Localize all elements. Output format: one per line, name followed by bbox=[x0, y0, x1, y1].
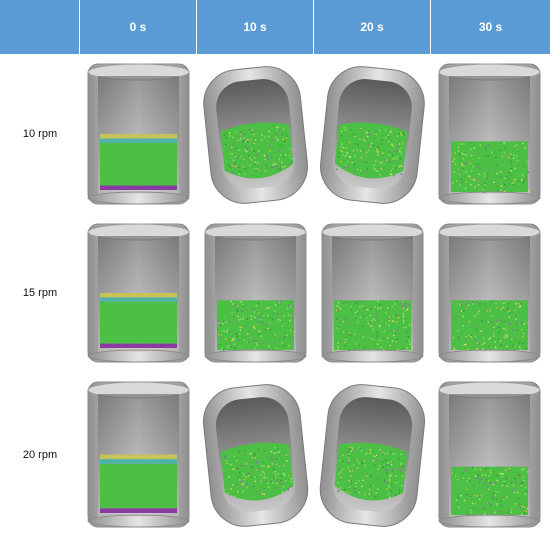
row-label-20rpm: 20 rpm bbox=[22, 448, 58, 461]
vessel-image-r2-c0 bbox=[80, 372, 197, 537]
vessel-image-r1-c1 bbox=[197, 214, 314, 372]
vessel-image-r2-c3 bbox=[431, 372, 548, 537]
vessel-image-r0-c2 bbox=[314, 54, 431, 214]
header-corner bbox=[0, 0, 80, 54]
vessel-image-r2-c1 bbox=[197, 372, 314, 537]
header-time-3: 30 s bbox=[431, 0, 550, 54]
vessel-image-r2-c2 bbox=[314, 372, 431, 537]
header-time-1: 10 s bbox=[197, 0, 314, 54]
vessel-image-r0-c1 bbox=[197, 54, 314, 214]
row-label-15rpm: 15 rpm bbox=[22, 287, 58, 299]
vessel-image-r1-c0 bbox=[80, 214, 197, 372]
header-time-0: 0 s bbox=[80, 0, 197, 54]
vessel-image-r1-c2 bbox=[314, 214, 431, 372]
vessel-image-r0-c0 bbox=[80, 54, 197, 214]
vessel-image-r0-c3 bbox=[431, 54, 548, 214]
vessel-image-r1-c3 bbox=[431, 214, 548, 372]
header-time-2: 20 s bbox=[314, 0, 431, 54]
header-row: 0 s 10 s 20 s 30 s bbox=[0, 0, 550, 54]
row-label-10rpm: 10 rpm bbox=[22, 128, 58, 140]
